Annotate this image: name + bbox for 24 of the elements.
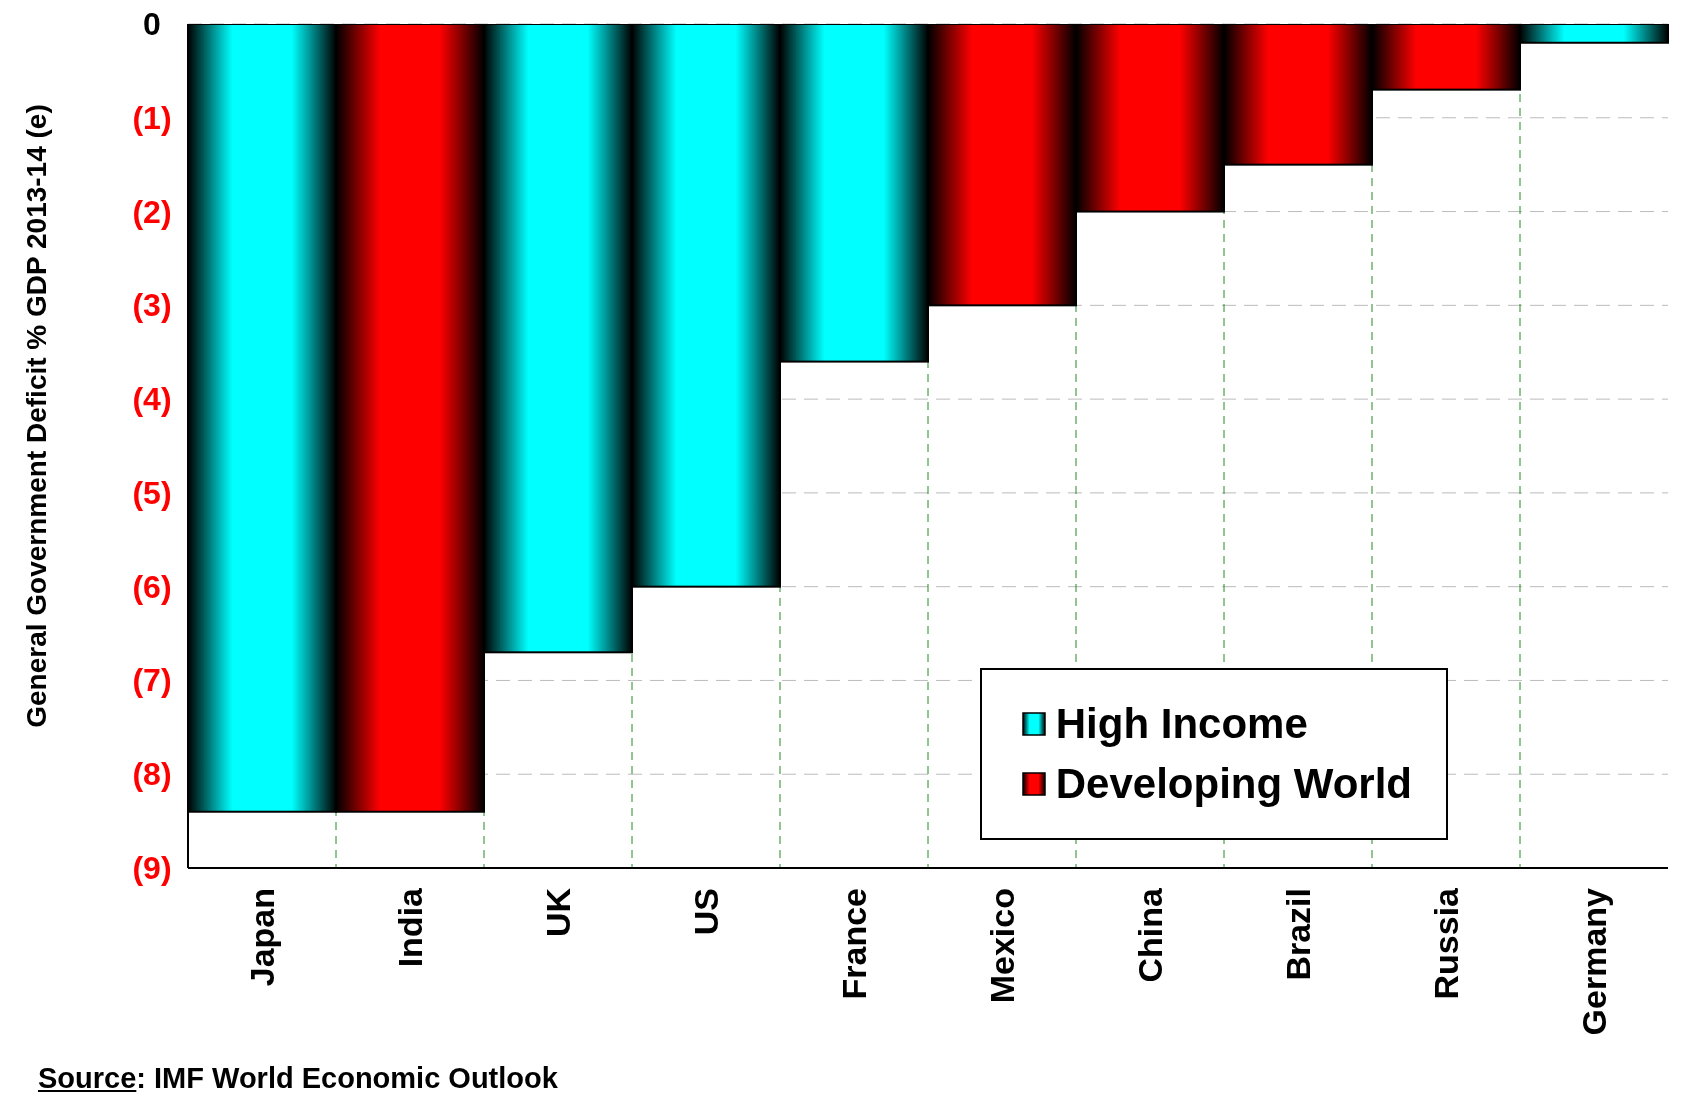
y-tick-label: (3) bbox=[132, 287, 172, 324]
x-tick-label: China bbox=[1131, 886, 1169, 983]
x-tick-label: Russia bbox=[1427, 886, 1465, 1000]
x-tick-label: Brazil bbox=[1279, 888, 1317, 981]
y-tick-label: (2) bbox=[132, 193, 172, 230]
y-tick-label: (7) bbox=[132, 662, 172, 699]
legend-label: High Income bbox=[1055, 700, 1308, 748]
y-tick-label: (1) bbox=[132, 99, 172, 136]
x-tick-label: Japan bbox=[243, 888, 281, 987]
y-tick-label: (6) bbox=[132, 568, 172, 605]
x-tick-label: Germany bbox=[1575, 887, 1613, 1036]
x-tick-label: India bbox=[391, 886, 429, 968]
x-tick-label: Mexico bbox=[983, 888, 1021, 1004]
y-tick-label: (4) bbox=[132, 381, 172, 418]
x-tick-label: UK bbox=[539, 887, 577, 938]
y-tick-label: (9) bbox=[132, 850, 172, 886]
y-tick-label: (8) bbox=[132, 756, 172, 793]
y-tick-label: 0 bbox=[143, 6, 161, 42]
source-note: Source: IMF World Economic Outlook bbox=[38, 1062, 559, 1095]
y-axis-title: General Government Deficit % GDP 2013-14 (e) bbox=[20, 104, 52, 728]
x-tick-label: US bbox=[687, 888, 725, 936]
y-tick-label: (5) bbox=[132, 474, 172, 511]
legend-label: Developing World bbox=[1055, 760, 1412, 808]
x-tick-label: France bbox=[835, 888, 873, 1000]
